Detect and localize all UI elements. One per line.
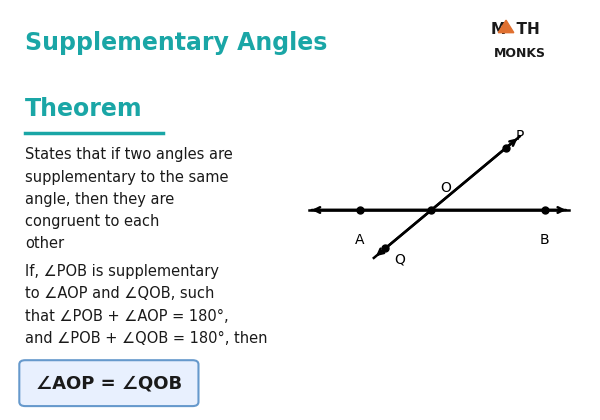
Text: A: A [355, 233, 364, 247]
Text: If, ∠POB is supplementary
to ∠AOP and ∠QOB, such
that ∠POB + ∠AOP = 180°,
and ∠P: If, ∠POB is supplementary to ∠AOP and ∠Q… [25, 264, 268, 346]
Text: B: B [540, 233, 550, 247]
Polygon shape [498, 20, 514, 33]
Text: Theorem: Theorem [25, 97, 143, 121]
FancyBboxPatch shape [19, 360, 199, 406]
Text: States that if two angles are
supplementary to the same
angle, then they are
con: States that if two angles are supplement… [25, 147, 233, 251]
Text: O: O [440, 181, 451, 195]
Text: TH: TH [506, 22, 540, 37]
Text: ∠AOP = ∠QOB: ∠AOP = ∠QOB [36, 374, 182, 392]
Text: MONKS: MONKS [494, 47, 546, 60]
Text: M: M [491, 22, 506, 37]
Text: Supplementary Angles: Supplementary Angles [25, 31, 328, 55]
Text: Q: Q [394, 252, 405, 267]
Text: P: P [515, 129, 524, 143]
